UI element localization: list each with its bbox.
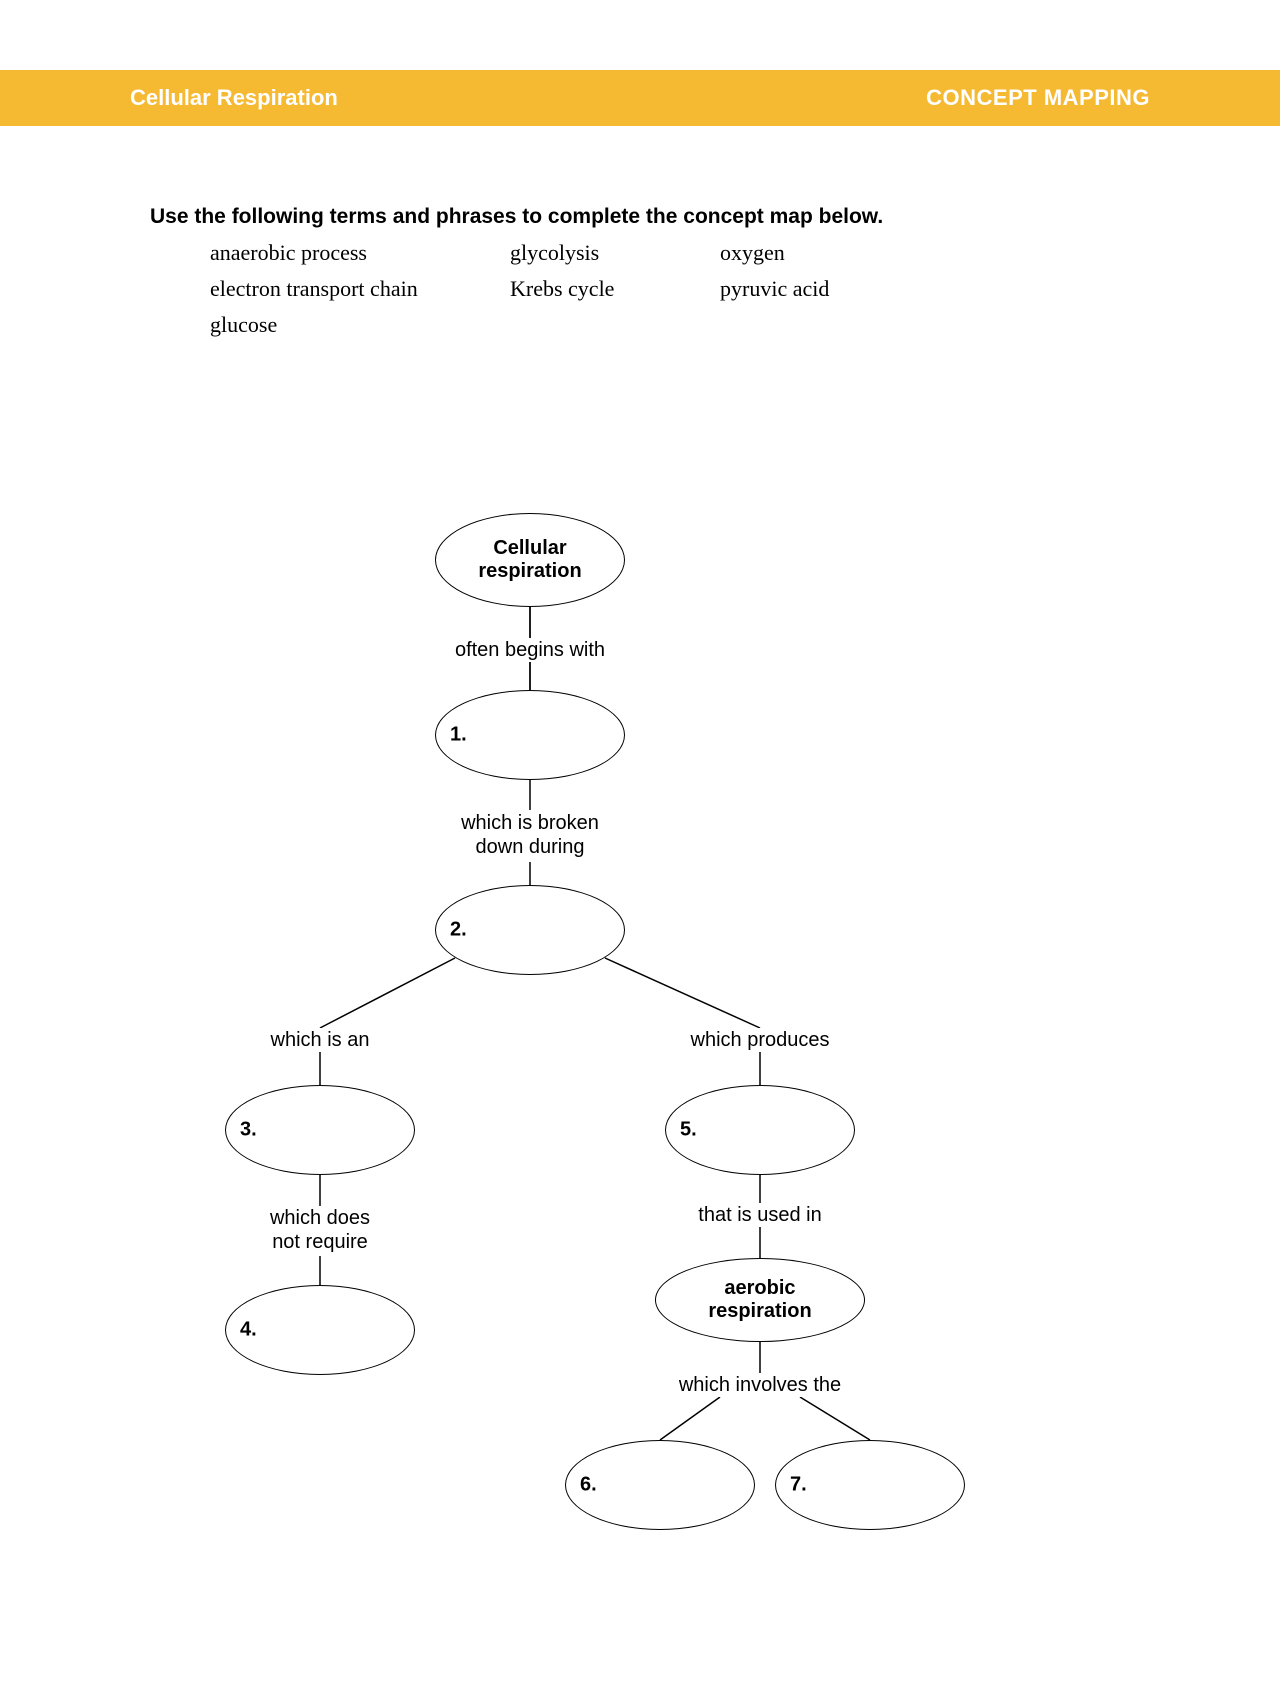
connector-lines [0,0,1280,1686]
node-number: 3. [240,1119,257,1142]
node-number: 5. [680,1119,697,1142]
node-number: 6. [580,1474,597,1497]
node-number: 7. [790,1474,807,1497]
node-n6: 6. [565,1440,755,1530]
linkphrase-p_3_4: which doesnot require [266,1206,374,1254]
node-n7: 7. [775,1440,965,1530]
linkphrase-p_aero_67: which involves the [675,1373,845,1397]
node-n1: 1. [435,690,625,780]
node-aero: aerobicrespiration [655,1258,865,1342]
node-n4: 4. [225,1285,415,1375]
linkphrase-p_2_5: which produces [687,1028,834,1052]
concept-map: Cellularrespiration 1. 2. 3. 4. 5. aerobicresp… [0,0,1280,1686]
node-label: Cellularrespiration [478,537,581,583]
linkphrase-p_5_aero: that is used in [694,1203,825,1227]
node-n5: 5. [665,1085,855,1175]
linkphrase-p_2_3: which is an [267,1028,374,1052]
linkphrase-p_1_2: which is brokendown during [457,811,603,859]
node-n3: 3. [225,1085,415,1175]
node-label: aerobicrespiration [708,1277,811,1323]
node-number: 4. [240,1319,257,1342]
linkphrase-p_root_1: often begins with [451,638,609,662]
node-n2: 2. [435,885,625,975]
node-root: Cellularrespiration [435,513,625,607]
node-number: 2. [450,919,467,942]
node-number: 1. [450,724,467,747]
